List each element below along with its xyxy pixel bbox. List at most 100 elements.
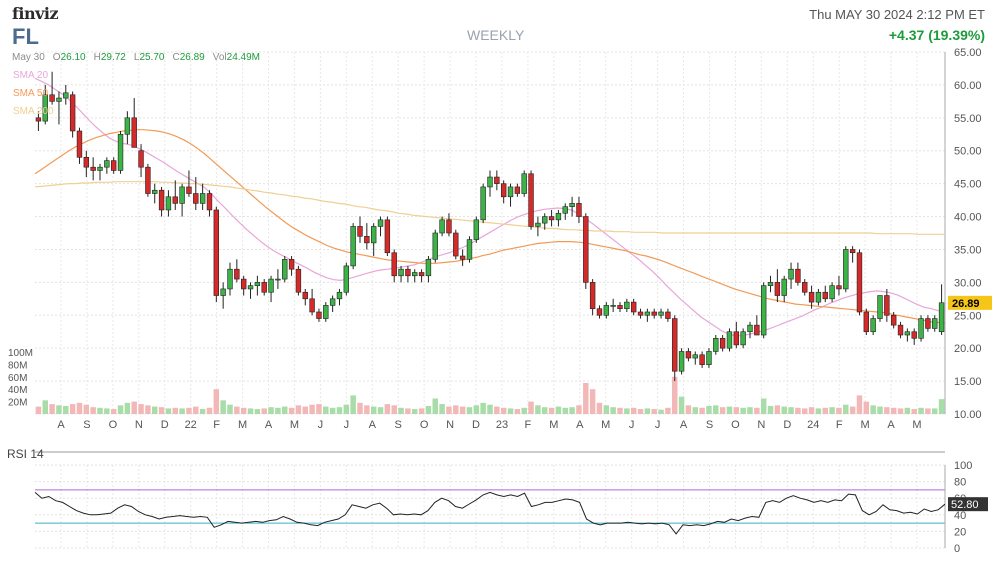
candle-body [384, 219, 391, 254]
candle-body [364, 235, 370, 244]
volume-bar [439, 404, 445, 414]
volume-bar [412, 409, 418, 414]
candle-body [425, 259, 432, 277]
volume-bar [302, 406, 308, 414]
rsi-last-tag [948, 497, 988, 512]
volume-bar [918, 407, 924, 414]
volume-bar [329, 407, 336, 414]
date-tick-label: O [109, 419, 118, 431]
candle-body [726, 331, 733, 349]
candle-body [637, 311, 644, 316]
candle-body [131, 117, 137, 148]
date-tick-label: O [420, 419, 429, 431]
volume-bar [323, 406, 329, 414]
low-value: 25.70 [139, 52, 165, 63]
volume-bar [713, 405, 719, 414]
date-tick-label: N [757, 419, 765, 431]
volume-bar [877, 406, 883, 414]
volume-bar [658, 409, 664, 414]
date-tick-label: A [680, 419, 688, 431]
volume-bar [932, 408, 938, 414]
volume-bar [459, 406, 466, 414]
volume-bar [398, 407, 404, 414]
candle-body [418, 272, 425, 277]
ticker-symbol[interactable]: FL [12, 24, 39, 49]
volume-bar [521, 407, 527, 414]
rsi-tick-label: 40 [954, 510, 966, 522]
volume-bar [644, 408, 651, 414]
volume-bar [425, 405, 432, 414]
volume-bar [651, 409, 657, 414]
period-label: WEEKLY [467, 27, 525, 43]
date-tick-label: N [446, 419, 454, 431]
candle-body [234, 268, 240, 280]
candle-body [316, 311, 322, 319]
candle-body [158, 189, 165, 211]
candle-body [815, 291, 822, 303]
date-tick-label: J [318, 419, 324, 431]
volume-bar [446, 406, 452, 414]
candle-body [459, 255, 466, 260]
volume-bar [158, 407, 165, 414]
candle-body [918, 318, 924, 339]
candle-body [377, 219, 384, 227]
volume-bar [822, 407, 828, 414]
candle-body [843, 249, 849, 290]
date-tick-label: M [861, 419, 870, 431]
date-tick-label: D [783, 419, 791, 431]
volume-bar [911, 409, 917, 414]
volume-bar [528, 401, 534, 414]
volume-bar [384, 404, 391, 414]
candle-body [439, 219, 445, 234]
date-tick-label: M [549, 419, 558, 431]
candle-body [569, 203, 575, 207]
legend-sma20[interactable]: SMA 20 [13, 70, 49, 81]
volume-bar [733, 407, 740, 414]
candle-body [713, 338, 719, 352]
legend-sma50[interactable]: SMA 50 [13, 88, 49, 99]
candle-body [747, 324, 753, 333]
price-axis: 10.00 15.00 20.00 25.00 30.00 35.00 40.00 45.00… [948, 47, 992, 421]
volume-bar [261, 408, 267, 414]
volume-bar [589, 389, 596, 414]
moving-averages [34, 77, 946, 337]
volume-bar [569, 407, 575, 414]
volume-bar [624, 408, 630, 414]
candlesticks [35, 71, 945, 382]
candle-body [576, 203, 582, 217]
volume-bar [500, 407, 507, 414]
candle-body [309, 298, 315, 313]
candle-body [802, 282, 808, 293]
date-tick-label: A [265, 419, 273, 431]
date-tick-label: D [472, 419, 480, 431]
candle-body [733, 331, 740, 346]
date-tick-label: J [629, 419, 635, 431]
candle-body [562, 206, 568, 214]
volume-bar [418, 408, 425, 414]
candle-body [336, 291, 343, 300]
volume-tick-label: 40M [8, 385, 27, 396]
candle-body [240, 278, 247, 290]
volume-bar [692, 407, 698, 414]
candle-body [446, 219, 452, 234]
volume-bar [220, 400, 226, 414]
candle-body [49, 94, 55, 102]
price-tick-label: 65.00 [954, 47, 982, 59]
candle-body [165, 196, 172, 211]
candle-body [172, 196, 178, 204]
volume-bar [473, 405, 480, 414]
price-tick-label: 55.00 [954, 113, 982, 125]
rsi-tick-label: 20 [954, 526, 966, 538]
candle-body [117, 133, 124, 171]
volume-bar [514, 409, 521, 414]
legend-sma200[interactable]: SMA 200 [13, 106, 54, 117]
date-tick-label: M [290, 419, 299, 431]
price-tick-label: 10.00 [954, 409, 982, 421]
volume-bar [193, 406, 199, 414]
candle-body [829, 285, 835, 300]
candle-body [548, 216, 555, 221]
finviz-logo[interactable]: finviz [12, 4, 59, 23]
volume-bar [699, 407, 705, 414]
